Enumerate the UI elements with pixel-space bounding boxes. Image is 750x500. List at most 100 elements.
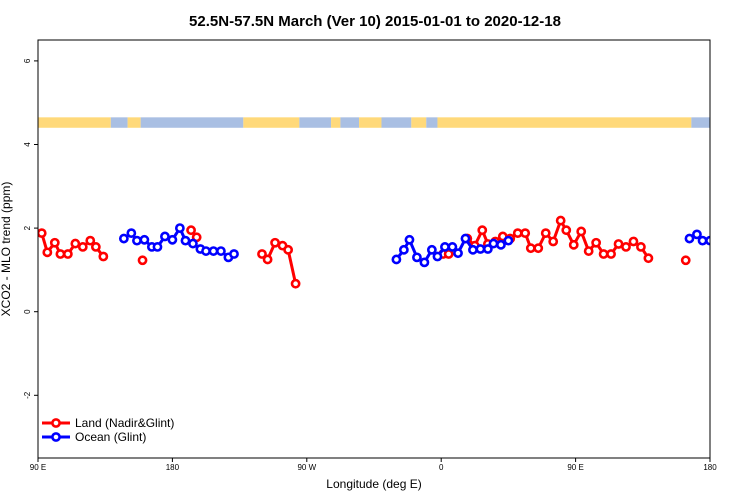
band-land-segment-2 (127, 117, 141, 128)
x-tick-label-5: 180 (703, 463, 717, 472)
x-axis: 90 E 180 90 W 0 90 E 180 (30, 458, 717, 472)
x-tick-label-1: 180 (166, 463, 180, 472)
ocean-point-0-10 (188, 238, 198, 249)
land-point-0-6 (77, 242, 88, 252)
ocean-point-0-12 (201, 246, 211, 256)
ocean-point-1-1 (398, 244, 409, 255)
ocean-point-1-9 (453, 248, 463, 259)
ocean-point-1-7 (440, 242, 450, 252)
ocean-point-2-1 (692, 229, 702, 240)
land-point-5-15 (568, 239, 579, 250)
ocean-point-1-8 (447, 242, 458, 252)
y-tick-label-4: 6 (23, 58, 32, 63)
ocean-point-1-10 (460, 233, 471, 244)
ocean-point-0-8 (174, 223, 185, 233)
band-ocean-segment-5 (299, 117, 332, 128)
y-tick-label-0: -2 (23, 391, 32, 399)
ocean-point-1-11 (468, 244, 478, 255)
land-point-6-0 (680, 255, 691, 266)
land-point-0-1 (42, 247, 53, 258)
ocean-point-0-13 (208, 246, 219, 256)
series-layer (38, 215, 734, 289)
ocean-point-1-12 (475, 244, 486, 254)
land-point-0-3 (55, 249, 66, 259)
band-land-segment-12 (437, 117, 692, 128)
land-point-5-25 (643, 253, 654, 264)
ocean-point-0-9 (180, 235, 191, 246)
ocean-point-2-0 (684, 233, 695, 244)
land-point-5-7 (512, 228, 523, 239)
land-point-5-20 (606, 249, 616, 259)
ocean-point-0-6 (160, 231, 170, 242)
ocean-point-2-6 (727, 233, 734, 240)
ocean-point-0-5 (152, 242, 163, 252)
land-sea-band (38, 117, 710, 128)
land-point-5-18 (591, 237, 602, 248)
land-point-0-5 (70, 238, 81, 249)
y-axis: -2 0 2 4 6 (23, 58, 38, 399)
land-point-3-4 (283, 244, 294, 255)
ocean-point-2-4 (714, 243, 721, 250)
band-land-segment-10 (411, 117, 427, 128)
band-ocean-segment-13 (691, 117, 710, 128)
land-point-5-17 (583, 246, 594, 256)
ocean-point-1-5 (426, 244, 437, 255)
ocean-point-1-16 (503, 235, 514, 246)
band-ocean-segment-11 (426, 117, 438, 128)
band-land-segment-6 (331, 117, 341, 128)
land-point-0-2 (49, 237, 60, 248)
band-land-segment-4 (243, 117, 300, 128)
band-land-segment-8 (359, 117, 382, 128)
land-point-5-2 (477, 225, 488, 236)
land-point-0-7 (85, 235, 96, 246)
legend-label-0: Land (Nadir&Glint) (75, 416, 174, 430)
land-point-5-10 (533, 243, 544, 254)
ocean-point-2-2 (697, 235, 708, 246)
land-point-5-22 (621, 242, 631, 252)
x-tick-label-4: 90 E (567, 463, 583, 472)
land-point-5-11 (540, 228, 551, 239)
x-tick-label-3: 0 (439, 463, 444, 472)
ocean-point-0-3 (139, 234, 150, 245)
ocean-point-1-15 (496, 239, 506, 250)
ocean-point-1-3 (412, 252, 422, 263)
land-point-5-21 (613, 239, 624, 249)
ocean-point-1-0 (391, 254, 402, 265)
land-point-5-12 (548, 236, 559, 247)
y-tick-label-3: 4 (23, 142, 32, 147)
legend-label-1: Ocean (Glint) (75, 430, 146, 444)
legend-marker-1 (51, 432, 61, 442)
land-point-0-0 (38, 228, 47, 239)
land-point-5-16 (576, 226, 587, 237)
land-point-4-1 (443, 249, 454, 259)
y-tick-label-1: 0 (23, 309, 32, 314)
ocean-point-1-4 (419, 257, 430, 268)
chart-title: 52.5N-57.5N March (Ver 10) 2015-01-01 to… (189, 13, 561, 30)
band-ocean-segment-7 (340, 117, 360, 128)
x-tick-label-2: 90 W (297, 463, 316, 472)
ocean-point-2-3 (705, 235, 710, 246)
ocean-point-0-16 (229, 249, 239, 259)
ocean-point-1-2 (404, 234, 415, 245)
plot-frame (37, 39, 711, 459)
ocean-point-1-13 (482, 244, 493, 254)
land-point-2-0 (186, 225, 196, 236)
band-ocean-segment-3 (140, 117, 244, 128)
land-point-0-8 (90, 242, 101, 252)
land-point-3-2 (270, 237, 280, 248)
land-point-5-9 (525, 243, 536, 254)
ocean-point-0-14 (216, 246, 226, 256)
band-ocean-segment-9 (381, 117, 412, 128)
land-point-5-13 (555, 215, 566, 226)
land-point-5-8 (520, 228, 531, 239)
land-point-5-19 (598, 249, 609, 259)
land-point-3-1 (262, 254, 273, 265)
ocean-point-0-7 (167, 234, 178, 245)
ocean-point-0-0 (118, 233, 129, 244)
y-tick-label-2: 2 (23, 225, 32, 230)
ocean-point-2-5 (719, 243, 726, 250)
land-point-3-0 (257, 249, 267, 259)
land-point-0-9 (98, 251, 109, 262)
ocean-point-0-1 (126, 228, 137, 239)
